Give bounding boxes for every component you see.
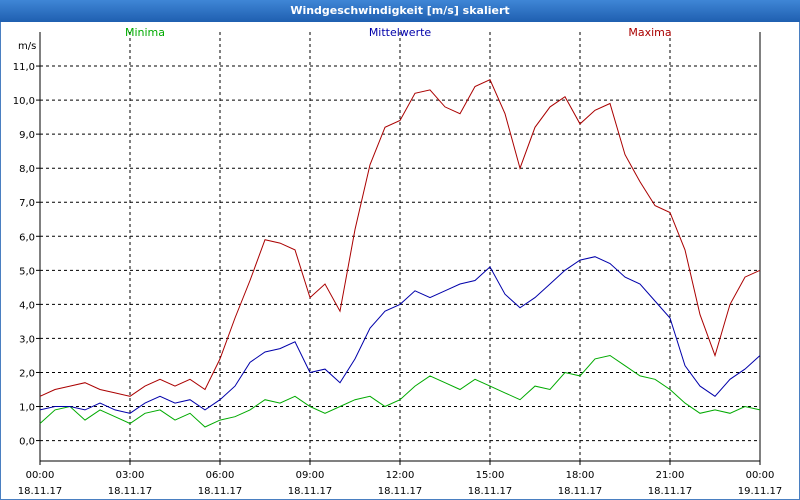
y-tick-label: 7,0 <box>19 198 35 209</box>
x-tick-time-label: 15:00 <box>476 470 505 481</box>
chart-title: Windgeschwindigkeit [m/s] skaliert <box>0 0 800 22</box>
y-tick-label: 10,0 <box>13 96 35 107</box>
x-tick-time-label: 00:00 <box>26 470 55 481</box>
x-tick-date-label: 18.11.17 <box>198 486 243 497</box>
legend-entry-maxima: Maxima <box>628 26 671 39</box>
plot-area <box>40 32 760 461</box>
grid-lines <box>40 32 760 461</box>
x-tick-time-label: 03:00 <box>116 470 145 481</box>
y-tick-label: 1,0 <box>19 403 35 414</box>
x-tick-date-label: 18.11.17 <box>288 486 333 497</box>
legend-entry-minima: Minima <box>125 26 165 39</box>
axes <box>36 32 761 465</box>
x-tick-time-label: 00:00 <box>746 470 775 481</box>
series-line-mittelwerte <box>39 256 761 414</box>
x-tick-date-label: 18.11.17 <box>648 486 693 497</box>
x-tick-time-label: 21:00 <box>656 470 685 481</box>
y-tick-label: 3,0 <box>19 334 35 345</box>
x-tick-time-label: 06:00 <box>206 470 235 481</box>
y-tick-label: 4,0 <box>19 300 35 311</box>
x-tick-date-label: 18.11.17 <box>378 486 423 497</box>
x-tick-date-label: 19.11.17 <box>738 486 783 497</box>
series-lines <box>39 79 761 428</box>
y-tick-label: 5,0 <box>19 266 35 277</box>
y-tick-label: 9,0 <box>19 130 35 141</box>
series-line-minima <box>39 354 761 428</box>
y-tick-label: 11,0 <box>13 62 35 73</box>
x-tick-date-label: 18.11.17 <box>108 486 153 497</box>
x-tick-date-label: 18.11.17 <box>18 486 63 497</box>
x-tick-time-label: 12:00 <box>386 470 415 481</box>
x-tick-date-label: 18.11.17 <box>558 486 603 497</box>
x-tick-date-label: 18.11.17 <box>468 486 513 497</box>
y-axis-label: m/s <box>18 41 36 52</box>
x-tick-time-label: 09:00 <box>296 470 325 481</box>
legend: Minima Mittelwerte Maxima <box>125 26 672 39</box>
y-tick-label: 8,0 <box>19 164 35 175</box>
y-tick-label: 0,0 <box>19 437 35 448</box>
y-tick-label: 2,0 <box>19 368 35 379</box>
x-tick-time-label: 18:00 <box>566 470 595 481</box>
series-line-maxima <box>39 79 761 397</box>
legend-entry-mittelwerte: Mittelwerte <box>369 26 432 39</box>
tick-labels: 0,0 1,0 2,0 3,0 4,0 5,0 6,0 7,0 8,0 9,0 10,0 11,0 00… <box>13 41 783 497</box>
y-tick-label: 6,0 <box>19 232 35 243</box>
